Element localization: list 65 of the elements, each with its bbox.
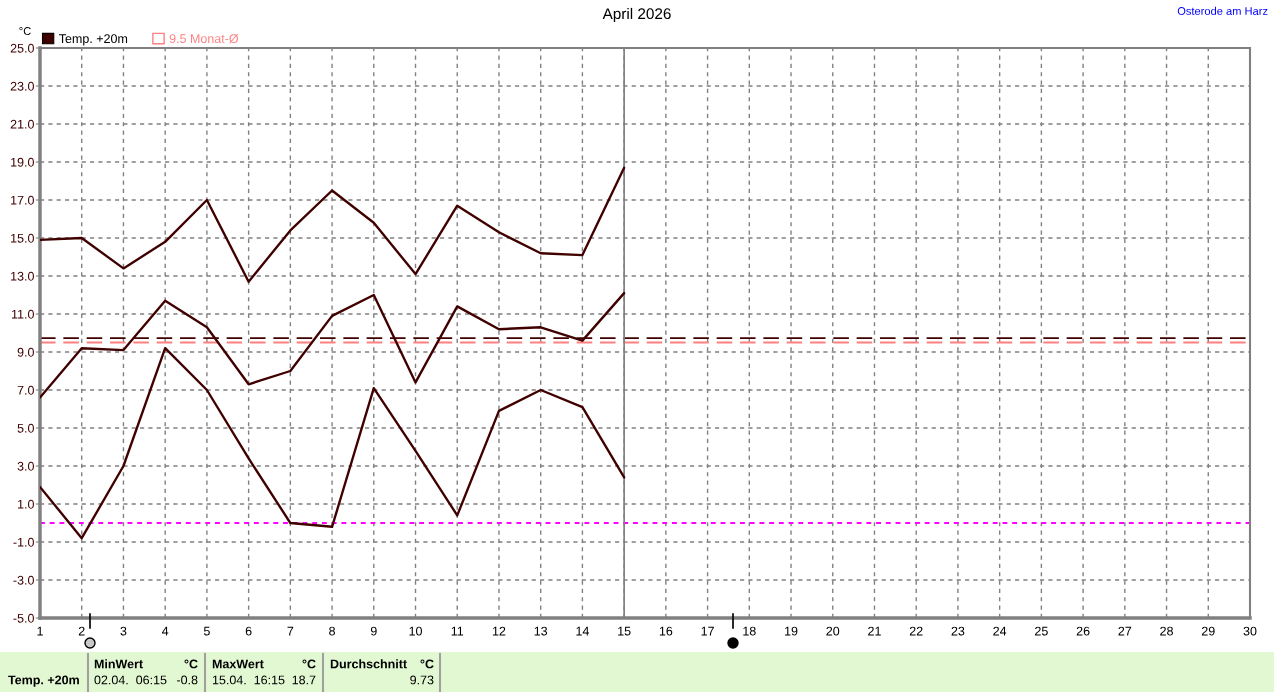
text: MinWert (94, 659, 143, 669)
text: 9.73 (410, 675, 434, 685)
y-tick-label: 11.0 (11, 309, 34, 319)
text: Temp. +20m (8, 675, 79, 687)
x-tick-label: 24 (993, 626, 1007, 636)
x-tick-label: 14 (576, 626, 589, 636)
x-tick-label: 18 (743, 626, 756, 636)
x-tick-label: 5 (203, 626, 210, 636)
x-tick-label: 28 (1160, 626, 1173, 636)
y-tick-label: -5.0 (13, 613, 34, 623)
text: MaxWert (212, 659, 264, 669)
x-tick-label: 21 (868, 626, 881, 636)
text: 02.04. 06:15 (94, 675, 167, 685)
x-tick-label: 11 (451, 626, 464, 636)
text: Osterode am Harz (1177, 6, 1268, 15)
x-tick-label: 1 (37, 626, 43, 636)
text: °C (302, 659, 316, 669)
x-tick-label: 3 (120, 626, 127, 636)
y-tick-label: 3.0 (17, 461, 34, 471)
y-tick-label: 17.0 (11, 195, 34, 205)
y-axis-title: °C (19, 27, 31, 35)
y-tick-label: 1.0 (18, 499, 34, 509)
y-tick-label: 5.0 (17, 423, 34, 433)
x-tick-label: 4 (161, 626, 169, 636)
x-tick-label: 8 (329, 626, 335, 636)
x-tick-label: 20 (826, 626, 840, 636)
x-tick-label: 30 (1243, 626, 1257, 636)
y-tick-label: 7.0 (17, 385, 34, 395)
text: -0.8 (177, 675, 198, 685)
x-tick-label: 25 (1035, 626, 1048, 636)
y-tick-label: 15.0 (11, 233, 34, 243)
text: °C (420, 659, 434, 669)
x-tick-label: 2 (78, 626, 85, 636)
text: °C (184, 659, 198, 669)
x-tick-label: 17 (701, 626, 714, 636)
legend-label: 9.5 Monat-Ø (169, 33, 239, 44)
text: 18.7 (292, 675, 316, 685)
x-tick-label: 15 (618, 626, 631, 636)
x-tick-label: 23 (951, 626, 965, 636)
x-tick-label: 19 (785, 626, 798, 636)
x-tick-label: 22 (909, 626, 923, 636)
y-tick-label: 19.0 (11, 157, 34, 167)
x-tick-label: 12 (492, 626, 506, 636)
y-tick-label: 13.0 (11, 271, 34, 281)
x-tick-label: 16 (659, 626, 673, 636)
x-tick-label: 7 (287, 626, 294, 636)
x-tick-label: 6 (245, 626, 252, 636)
y-tick-label: 23.0 (10, 81, 34, 91)
line-series (40, 166, 626, 283)
y-tick-label: -3.0 (13, 575, 34, 585)
text: Durchschnitt (330, 659, 407, 669)
y-tick-label: 25.0 (10, 43, 34, 53)
y-tick-label: 21.0 (10, 119, 34, 129)
x-tick-label: 27 (1118, 626, 1132, 636)
legend-label: Temp. +20m (59, 34, 128, 46)
x-tick-label: 13 (534, 626, 548, 636)
text: 15.04. 16:15 (212, 675, 285, 685)
x-tick-label: 26 (1076, 626, 1090, 636)
y-tick-label: 9.0 (17, 347, 34, 357)
x-tick-label: 9 (370, 626, 377, 636)
line-series (40, 347, 626, 540)
x-tick-label: 29 (1201, 626, 1215, 636)
y-tick-label: -1.0 (13, 537, 34, 547)
chart-title: April 2026 (602, 7, 671, 23)
x-tick-label: 10 (409, 626, 422, 636)
